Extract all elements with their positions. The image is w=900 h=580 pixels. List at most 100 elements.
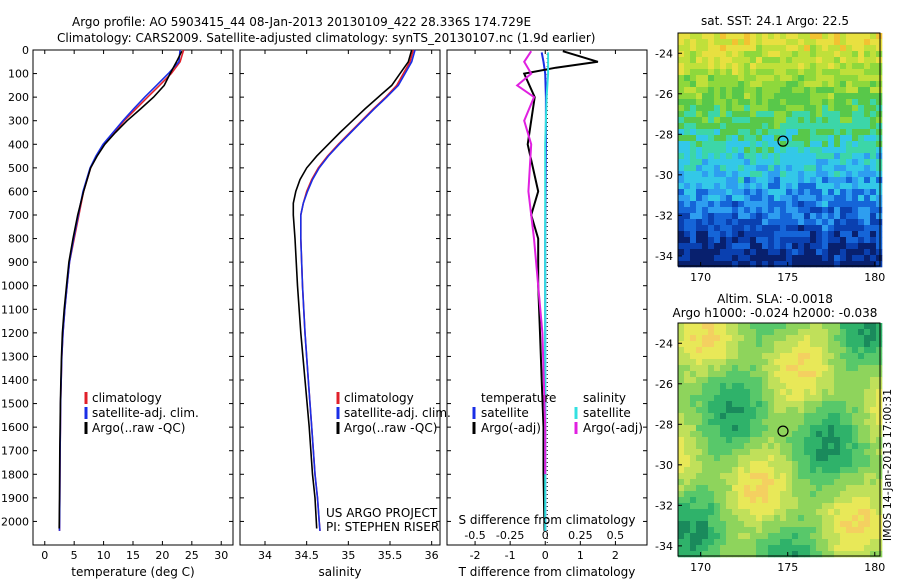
map-cell	[690, 347, 697, 354]
map-cell	[804, 383, 811, 390]
map-cell	[750, 437, 757, 444]
map-cell	[738, 509, 745, 516]
map-cell	[846, 329, 853, 336]
map-cell	[840, 395, 847, 402]
map-cell	[876, 39, 883, 46]
map-cell	[846, 353, 853, 360]
map-cell	[702, 93, 709, 100]
map-cell	[822, 225, 829, 232]
map-cell	[834, 87, 841, 94]
map-cell	[798, 419, 805, 426]
map-cell	[732, 395, 739, 402]
map-cell	[684, 255, 691, 262]
map-cell	[750, 123, 757, 130]
map-cell	[708, 485, 715, 492]
series-line	[292, 49, 413, 529]
map-cell	[714, 99, 721, 106]
map-cell	[786, 189, 793, 196]
map-cell	[792, 389, 799, 396]
map-cell	[684, 419, 691, 426]
map-cell	[816, 383, 823, 390]
map-cell	[780, 177, 787, 184]
map-cell	[876, 129, 883, 136]
map-cell	[720, 231, 727, 238]
map-cell	[708, 551, 715, 558]
map-cell	[798, 515, 805, 522]
map-cell	[696, 437, 703, 444]
map-cell	[678, 533, 685, 540]
map-cell	[768, 515, 775, 522]
map-cell	[738, 437, 745, 444]
map-cell	[804, 87, 811, 94]
map-cell	[834, 437, 841, 444]
map-cell	[792, 401, 799, 408]
map-cell	[726, 51, 733, 58]
map-cell	[720, 39, 727, 46]
map-cell	[858, 473, 865, 480]
map-cell	[798, 63, 805, 70]
map-cell	[822, 45, 829, 52]
map-cell	[834, 347, 841, 354]
map-cell	[780, 341, 787, 348]
map-cell	[792, 533, 799, 540]
map-cell	[768, 75, 775, 82]
map-cell	[744, 219, 751, 226]
legend-t-satellite: satellite	[481, 406, 529, 420]
map-cell	[840, 93, 847, 100]
map-cell	[732, 201, 739, 208]
map-cell	[726, 497, 733, 504]
map-cell	[858, 135, 865, 142]
map-cell	[684, 129, 691, 136]
map-cell	[780, 81, 787, 88]
series-line	[58, 50, 183, 529]
map-cell	[690, 521, 697, 528]
map-cell	[738, 141, 745, 148]
map-cell	[846, 129, 853, 136]
series-line	[299, 49, 416, 531]
map-cell	[696, 497, 703, 504]
map-cell	[792, 57, 799, 64]
map-cell	[792, 183, 799, 190]
map-cell	[804, 141, 811, 148]
map-cell	[876, 171, 883, 178]
map-cell	[696, 171, 703, 178]
map-cell	[738, 45, 745, 52]
map-cell	[750, 347, 757, 354]
map-cell	[762, 365, 769, 372]
map-cell	[768, 135, 775, 142]
map-cell	[744, 341, 751, 348]
map-cell	[834, 183, 841, 190]
map-cell	[798, 443, 805, 450]
map-cell	[834, 341, 841, 348]
map-cell	[792, 383, 799, 390]
map-cell	[678, 449, 685, 456]
map-cell	[708, 87, 715, 94]
float-location-marker	[777, 135, 789, 147]
map-cell	[876, 431, 883, 438]
map-cell	[762, 189, 769, 196]
x-tick-label: -1	[505, 549, 516, 562]
map-cell	[750, 165, 757, 172]
map-cell	[846, 63, 853, 70]
map-cell	[786, 335, 793, 342]
map-cell	[696, 467, 703, 474]
map-cell	[864, 353, 871, 360]
map-cell	[762, 237, 769, 244]
map-cell	[786, 473, 793, 480]
map-cell	[822, 129, 829, 136]
map-cell	[858, 545, 865, 552]
map-cell	[780, 545, 787, 552]
map-cell	[684, 323, 691, 330]
map-cell	[708, 63, 715, 70]
map-cell	[762, 111, 769, 118]
map-cell	[840, 461, 847, 468]
map-cell	[726, 159, 733, 166]
map-cell	[864, 63, 871, 70]
map-cell	[690, 467, 697, 474]
map-cell	[708, 255, 715, 262]
map-lat-label: -34	[655, 250, 673, 263]
map-cell	[708, 33, 715, 40]
map-cell	[720, 87, 727, 94]
map-cell	[768, 63, 775, 70]
map-cell	[792, 323, 799, 330]
